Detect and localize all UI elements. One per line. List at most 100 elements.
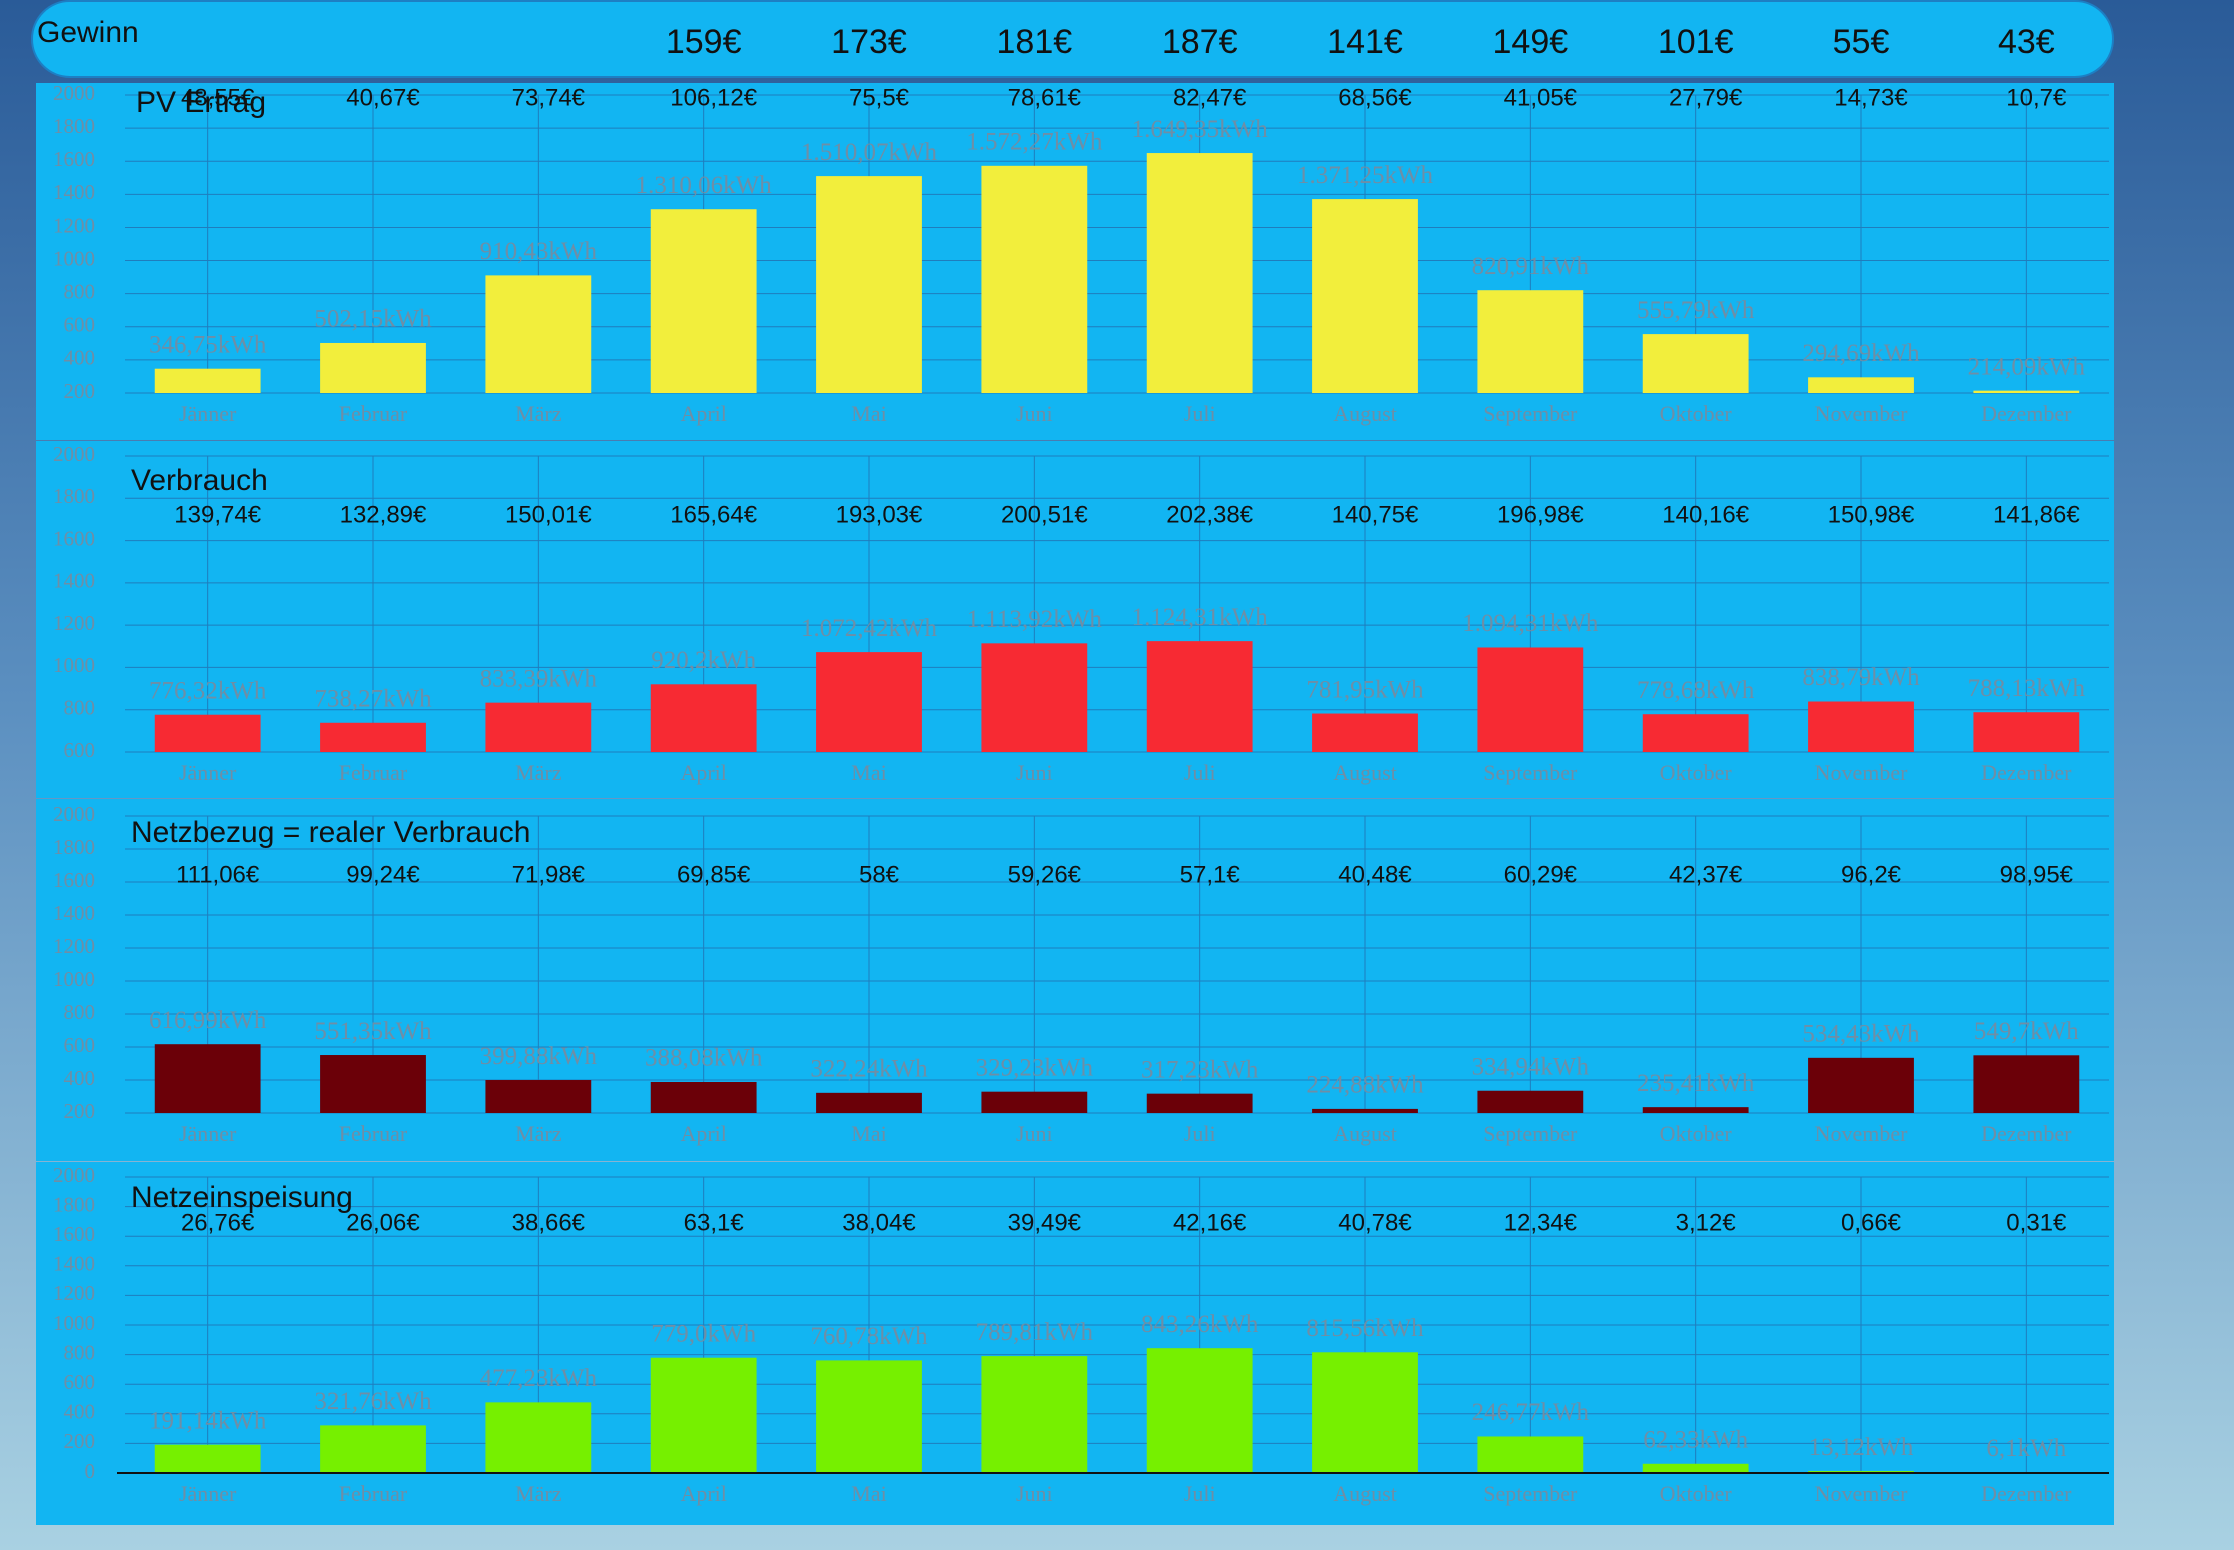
value-label: 1.310,06kWh xyxy=(636,172,773,199)
y-tick-label: 200 xyxy=(64,1429,96,1453)
value-label: 1.124,31kWh xyxy=(1132,604,1269,631)
cost-label: 98,95€ xyxy=(2000,861,2074,888)
cost-label: 40,78€ xyxy=(1338,1209,1412,1236)
y-tick-label: 1800 xyxy=(53,1192,95,1216)
x-tick-label: Oktober xyxy=(1660,1481,1733,1506)
value-label: 551,35kWh xyxy=(314,1018,432,1045)
bar xyxy=(1808,701,1914,752)
bar xyxy=(320,342,426,393)
x-tick-label: März xyxy=(515,1121,562,1146)
y-tick-label: 1000 xyxy=(53,967,95,991)
bar xyxy=(981,165,1088,393)
y-tick-label: 2000 xyxy=(53,442,95,466)
bar xyxy=(320,1425,426,1473)
value-label: 778,68kWh xyxy=(1637,677,1755,704)
x-tick-label: Dezember xyxy=(1981,401,2072,426)
cost-label: 58€ xyxy=(859,861,900,888)
bar xyxy=(816,1360,922,1473)
value-label: 534,43kWh xyxy=(1802,1021,1920,1048)
x-tick-label: Jänner xyxy=(179,760,237,785)
cost-label: 3,12€ xyxy=(1676,1209,1737,1236)
y-tick-label: 1200 xyxy=(53,1281,95,1305)
cost-label: 150,01€ xyxy=(505,501,592,528)
cost-label: 111,06€ xyxy=(176,861,260,888)
y-tick-label: 400 xyxy=(64,1066,96,1090)
value-label: 549,7kWh xyxy=(1974,1018,2079,1045)
cost-label: 38,04€ xyxy=(842,1209,916,1236)
value-label: 477,23kWh xyxy=(480,1365,598,1392)
value-label: 779,0kWh xyxy=(651,1320,756,1347)
cost-label: 26,76€ xyxy=(181,1209,255,1236)
x-tick-label: April xyxy=(680,1121,726,1146)
y-tick-label: 2000 xyxy=(53,802,95,826)
cost-label: 60,29€ xyxy=(1504,861,1578,888)
value-label: 781,95kWh xyxy=(1306,676,1424,703)
x-tick-label: Dezember xyxy=(1981,760,2072,785)
x-tick-label: Mai xyxy=(851,760,886,785)
cost-label: 96,2€ xyxy=(1841,861,1902,888)
value-label: 235,41kWh xyxy=(1637,1070,1755,1097)
bar xyxy=(1312,1352,1418,1473)
x-tick-label: April xyxy=(680,760,726,785)
x-tick-label: Jänner xyxy=(179,1481,237,1506)
x-tick-label: Juli xyxy=(1184,401,1216,426)
chart-title: PV Ertrag xyxy=(136,86,266,119)
y-tick-label: 1400 xyxy=(53,180,95,204)
y-tick-label: 2000 xyxy=(53,81,95,105)
x-tick-label: August xyxy=(1333,1121,1397,1146)
bar xyxy=(1477,1090,1584,1113)
y-tick-label: 400 xyxy=(64,1400,96,1424)
gewinn-value: 187€ xyxy=(1162,23,1238,61)
x-tick-label: Juli xyxy=(1184,1121,1216,1146)
bar xyxy=(650,1357,757,1473)
bar xyxy=(1312,1108,1418,1113)
y-tick-label: 1400 xyxy=(53,569,95,593)
cost-label: 41,05€ xyxy=(1504,84,1578,111)
value-label: 1.072,42kWh xyxy=(801,615,938,642)
value-label: 760,78kWh xyxy=(810,1323,928,1350)
gewinn-value: 159€ xyxy=(666,23,742,61)
y-tick-label: 1000 xyxy=(53,1311,95,1335)
bar xyxy=(154,1444,261,1473)
gewinn-title: Gewinn xyxy=(37,16,139,49)
value-label: 843,26kWh xyxy=(1141,1311,1259,1338)
value-label: 322,24kWh xyxy=(810,1056,928,1083)
cost-label: 200,51€ xyxy=(1001,501,1088,528)
x-tick-label: Juni xyxy=(1016,760,1053,785)
bar xyxy=(1312,199,1418,393)
cost-label: 75,5€ xyxy=(849,84,910,111)
y-tick-label: 600 xyxy=(64,738,96,762)
cost-label: 59,26€ xyxy=(1008,861,1082,888)
cost-label: 39,49€ xyxy=(1008,1209,1082,1236)
cost-label: 202,38€ xyxy=(1166,501,1253,528)
bar xyxy=(485,1402,592,1473)
gewinn-value: 149€ xyxy=(1493,23,1569,61)
cost-label: 10,7€ xyxy=(2006,84,2067,111)
y-tick-label: 1000 xyxy=(53,246,95,270)
bar xyxy=(1642,334,1749,393)
bar xyxy=(320,722,426,752)
y-tick-label: 1200 xyxy=(53,934,95,958)
cost-label: 140,16€ xyxy=(1662,501,1749,528)
x-tick-label: Februar xyxy=(339,1121,408,1146)
value-label: 738,27kWh xyxy=(314,686,432,713)
x-tick-label: Februar xyxy=(339,401,408,426)
y-tick-label: 200 xyxy=(64,1099,96,1123)
cost-label: 57,1€ xyxy=(1180,861,1241,888)
gewinn-value: 43€ xyxy=(1998,23,2055,61)
x-tick-label: Mai xyxy=(851,1481,886,1506)
x-tick-label: November xyxy=(1815,1121,1909,1146)
bar xyxy=(154,1044,261,1113)
y-tick-label: 1600 xyxy=(53,526,95,550)
x-tick-label: April xyxy=(680,401,726,426)
x-tick-label: März xyxy=(515,1481,562,1506)
y-tick-label: 1600 xyxy=(53,147,95,171)
bar xyxy=(650,209,757,393)
value-label: 776,32kWh xyxy=(149,677,267,704)
y-tick-label: 1600 xyxy=(53,1222,95,1246)
value-label: 62,33kWh xyxy=(1643,1427,1748,1454)
cost-label: 132,89€ xyxy=(340,501,427,528)
bar xyxy=(1146,1348,1253,1473)
bar xyxy=(320,1055,426,1113)
